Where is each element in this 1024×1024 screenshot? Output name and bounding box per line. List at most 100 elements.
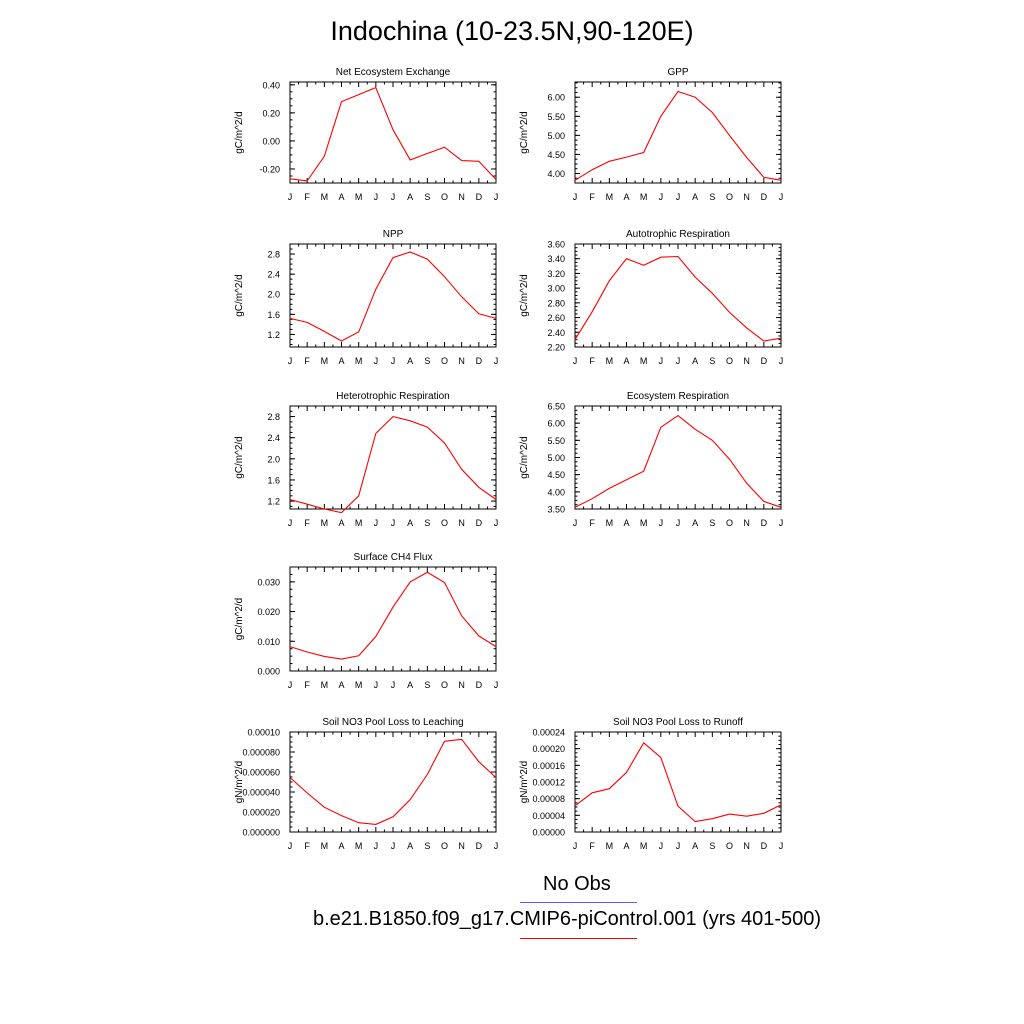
- y-tick-label: 0.010: [257, 637, 280, 647]
- chart-title: Soil NO3 Pool Loss to Leaching: [322, 717, 463, 728]
- x-tick-label: A: [338, 356, 344, 366]
- x-tick-label: S: [709, 192, 715, 202]
- y-tick-label: 0.00008: [532, 794, 565, 804]
- y-tick-label: 3.00: [547, 284, 565, 294]
- x-tick-label: D: [476, 841, 483, 851]
- x-tick-label: A: [692, 841, 698, 851]
- x-tick-label: D: [761, 518, 768, 528]
- y-tick-label: 0.030: [257, 577, 280, 587]
- chart-title: Surface CH4 Flux: [354, 552, 433, 563]
- chart-title: Autotrophic Respiration: [626, 229, 730, 240]
- x-tick-label: A: [692, 192, 698, 202]
- y-tick-label: 0.000060: [242, 768, 280, 778]
- y-tick-label: 4.00: [547, 169, 565, 179]
- x-tick-label: M: [321, 518, 329, 528]
- y-tick-label: 0.00024: [532, 728, 565, 738]
- y-tick-label: 2.4: [267, 270, 280, 280]
- x-tick-label: A: [338, 680, 344, 690]
- x-tick-label: D: [761, 841, 768, 851]
- x-tick-label: A: [407, 192, 413, 202]
- y-axis-label: gC/m^2/d: [234, 111, 245, 154]
- x-tick-label: J: [288, 518, 293, 528]
- x-tick-label: F: [304, 680, 310, 690]
- x-tick-label: J: [779, 518, 784, 528]
- x-tick-label: M: [321, 841, 329, 851]
- y-tick-label: 0.00004: [532, 811, 565, 821]
- series-line: [574, 255, 782, 342]
- x-tick-label: A: [407, 841, 413, 851]
- x-tick-label: J: [288, 356, 293, 366]
- y-tick-label: 2.60: [547, 313, 565, 323]
- x-tick-label: J: [779, 356, 784, 366]
- y-tick-label: 0.00012: [532, 778, 565, 788]
- y-tick-label: 1.6: [267, 310, 280, 320]
- y-tick-label: 2.0: [267, 454, 280, 464]
- x-tick-label: F: [589, 518, 595, 528]
- x-tick-label: A: [623, 841, 629, 851]
- x-tick-label: A: [338, 192, 344, 202]
- chart-title: NPP: [383, 229, 404, 240]
- y-tick-label: 2.20: [547, 343, 565, 353]
- x-tick-label: N: [458, 841, 465, 851]
- y-tick-label: 2.4: [267, 433, 280, 443]
- chart-title: Heterotrophic Respiration: [336, 391, 449, 402]
- legend-model-line: [520, 938, 637, 939]
- x-tick-label: J: [573, 518, 578, 528]
- x-tick-label: F: [304, 841, 310, 851]
- x-tick-label: J: [494, 680, 499, 690]
- x-tick-label: A: [338, 841, 344, 851]
- x-tick-label: J: [494, 192, 499, 202]
- x-tick-label: J: [391, 841, 396, 851]
- y-axis-label: gC/m^2/d: [234, 436, 245, 479]
- x-tick-label: A: [623, 518, 629, 528]
- x-tick-label: A: [407, 356, 413, 366]
- plot-frame: [574, 731, 782, 833]
- y-tick-label: 2.80: [547, 298, 565, 308]
- x-tick-label: S: [424, 192, 430, 202]
- x-tick-label: A: [338, 518, 344, 528]
- y-tick-label: 0.000: [257, 667, 280, 677]
- x-tick-label: A: [623, 192, 629, 202]
- y-tick-label: 0.00020: [532, 744, 565, 754]
- y-tick-label: 4.50: [547, 150, 565, 160]
- y-tick-label: 0.00016: [532, 761, 565, 771]
- x-tick-label: A: [692, 356, 698, 366]
- x-tick-label: J: [374, 192, 379, 202]
- x-tick-label: J: [494, 841, 499, 851]
- plot-frame: [289, 405, 497, 510]
- x-tick-label: M: [355, 192, 363, 202]
- y-tick-label: 0.000000: [242, 828, 280, 838]
- y-tick-label: 6.00: [547, 93, 565, 103]
- x-tick-label: A: [407, 518, 413, 528]
- x-tick-label: M: [355, 841, 363, 851]
- x-tick-label: D: [476, 680, 483, 690]
- x-tick-label: J: [288, 841, 293, 851]
- x-tick-label: M: [321, 680, 329, 690]
- x-tick-label: O: [726, 192, 733, 202]
- plot-frame: [289, 81, 497, 184]
- x-tick-label: J: [494, 356, 499, 366]
- x-tick-label: J: [391, 680, 396, 690]
- x-tick-label: F: [304, 356, 310, 366]
- x-tick-label: J: [288, 680, 293, 690]
- figure-title: Indochina (10-23.5N,90-120E): [330, 16, 694, 46]
- y-tick-label: 0.000080: [242, 748, 280, 758]
- series-line: [574, 741, 782, 823]
- y-axis-label: gN/m^2/d: [234, 761, 245, 804]
- x-tick-label: J: [779, 841, 784, 851]
- x-tick-label: M: [640, 192, 648, 202]
- x-tick-label: J: [659, 356, 664, 366]
- y-tick-label: 3.40: [547, 254, 565, 264]
- x-tick-label: S: [424, 356, 430, 366]
- x-tick-label: F: [589, 841, 595, 851]
- x-tick-label: M: [640, 841, 648, 851]
- y-tick-label: 3.20: [547, 269, 565, 279]
- x-tick-label: D: [761, 192, 768, 202]
- x-tick-label: S: [709, 841, 715, 851]
- x-tick-label: M: [606, 356, 614, 366]
- y-tick-label: 1.6: [267, 475, 280, 485]
- x-tick-label: F: [589, 192, 595, 202]
